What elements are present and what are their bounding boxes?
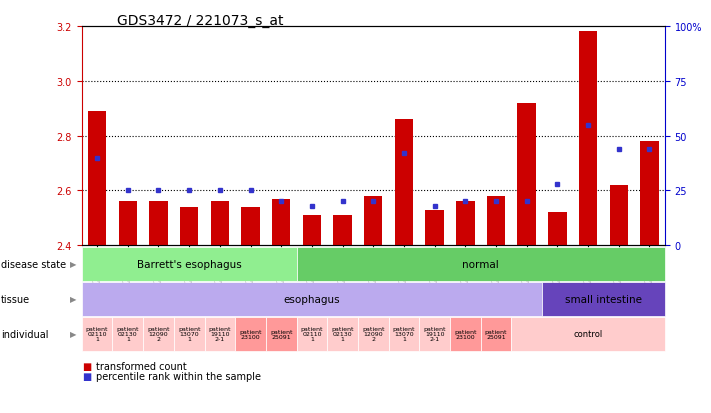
- Bar: [210, 202, 229, 246]
- Bar: [609, 185, 628, 246]
- Text: small intestine: small intestine: [565, 294, 642, 304]
- Bar: [241, 207, 260, 246]
- Text: patient
23100: patient 23100: [240, 329, 262, 339]
- Text: Barrett's esophagus: Barrett's esophagus: [137, 259, 242, 269]
- Bar: [149, 202, 168, 246]
- Text: individual: individual: [1, 329, 48, 339]
- Text: ■: ■: [82, 371, 91, 381]
- Text: control: control: [574, 330, 603, 339]
- Text: patient
12090
2: patient 12090 2: [362, 327, 385, 342]
- Text: ▶: ▶: [70, 259, 77, 268]
- Bar: [456, 202, 474, 246]
- Bar: [487, 197, 506, 246]
- Bar: [333, 216, 352, 246]
- Text: patient
02130
1: patient 02130 1: [117, 327, 139, 342]
- Bar: [640, 142, 658, 246]
- Text: disease state: disease state: [1, 259, 66, 269]
- Text: patient
19110
2-1: patient 19110 2-1: [208, 327, 231, 342]
- Bar: [119, 202, 137, 246]
- Text: ▶: ▶: [70, 330, 77, 339]
- Text: patient
19110
2-1: patient 19110 2-1: [423, 327, 446, 342]
- Text: patient
25091: patient 25091: [485, 329, 507, 339]
- Bar: [579, 32, 597, 246]
- Text: percentile rank within the sample: percentile rank within the sample: [96, 371, 261, 381]
- Text: patient
02110
1: patient 02110 1: [86, 327, 108, 342]
- Bar: [548, 213, 567, 246]
- Text: patient
23100: patient 23100: [454, 329, 476, 339]
- Bar: [518, 104, 536, 246]
- Text: transformed count: transformed count: [96, 361, 187, 371]
- Text: patient
02130
1: patient 02130 1: [331, 327, 354, 342]
- Text: ■: ■: [82, 361, 91, 371]
- Text: ▶: ▶: [70, 294, 77, 304]
- Bar: [180, 207, 198, 246]
- Text: patient
12090
2: patient 12090 2: [147, 327, 170, 342]
- Bar: [272, 199, 290, 246]
- Text: tissue: tissue: [1, 294, 30, 304]
- Text: patient
02110
1: patient 02110 1: [301, 327, 324, 342]
- Text: normal: normal: [462, 259, 499, 269]
- Text: GDS3472 / 221073_s_at: GDS3472 / 221073_s_at: [117, 14, 284, 28]
- Text: esophagus: esophagus: [284, 294, 341, 304]
- Text: patient
13070
1: patient 13070 1: [178, 327, 201, 342]
- Bar: [364, 197, 383, 246]
- Bar: [88, 112, 107, 246]
- Bar: [395, 120, 413, 246]
- Text: patient
13070
1: patient 13070 1: [392, 327, 415, 342]
- Text: patient
25091: patient 25091: [270, 329, 292, 339]
- Bar: [303, 216, 321, 246]
- Bar: [425, 210, 444, 246]
